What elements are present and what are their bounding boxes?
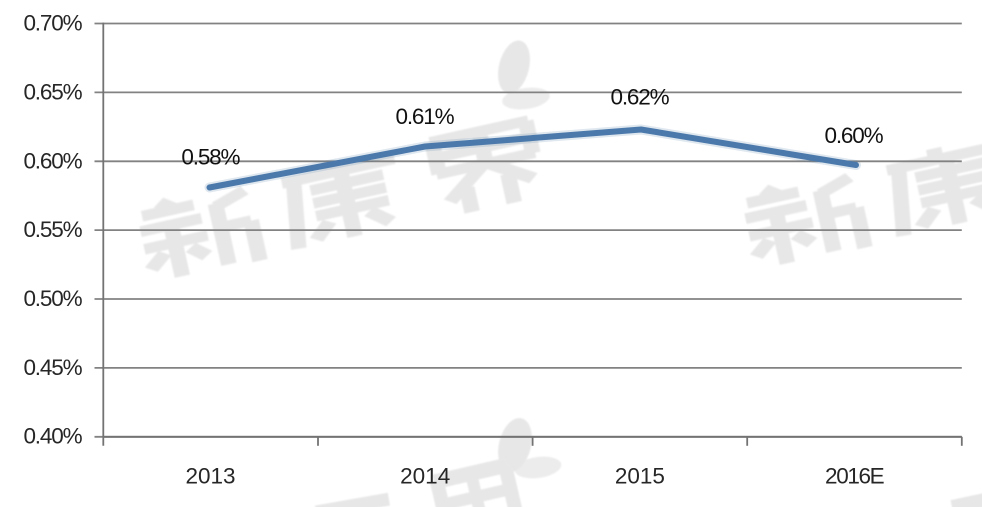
svg-text:0.61%: 0.61% xyxy=(395,104,454,129)
svg-text:0.40%: 0.40% xyxy=(23,424,82,449)
svg-text:0.60%: 0.60% xyxy=(824,123,883,148)
svg-text:0.70%: 0.70% xyxy=(23,11,82,36)
svg-text:0.55%: 0.55% xyxy=(23,217,82,242)
svg-text:2016E: 2016E xyxy=(825,464,885,489)
svg-text:0.65%: 0.65% xyxy=(23,79,82,104)
svg-text:0.45%: 0.45% xyxy=(23,355,82,380)
svg-text:2014: 2014 xyxy=(400,464,450,489)
svg-text:0.50%: 0.50% xyxy=(23,286,82,311)
svg-text:0.62%: 0.62% xyxy=(610,85,669,110)
svg-text:0.60%: 0.60% xyxy=(23,148,82,173)
svg-text:2013: 2013 xyxy=(185,464,235,489)
svg-text:2015: 2015 xyxy=(615,464,665,489)
svg-text:0.58%: 0.58% xyxy=(181,145,240,170)
